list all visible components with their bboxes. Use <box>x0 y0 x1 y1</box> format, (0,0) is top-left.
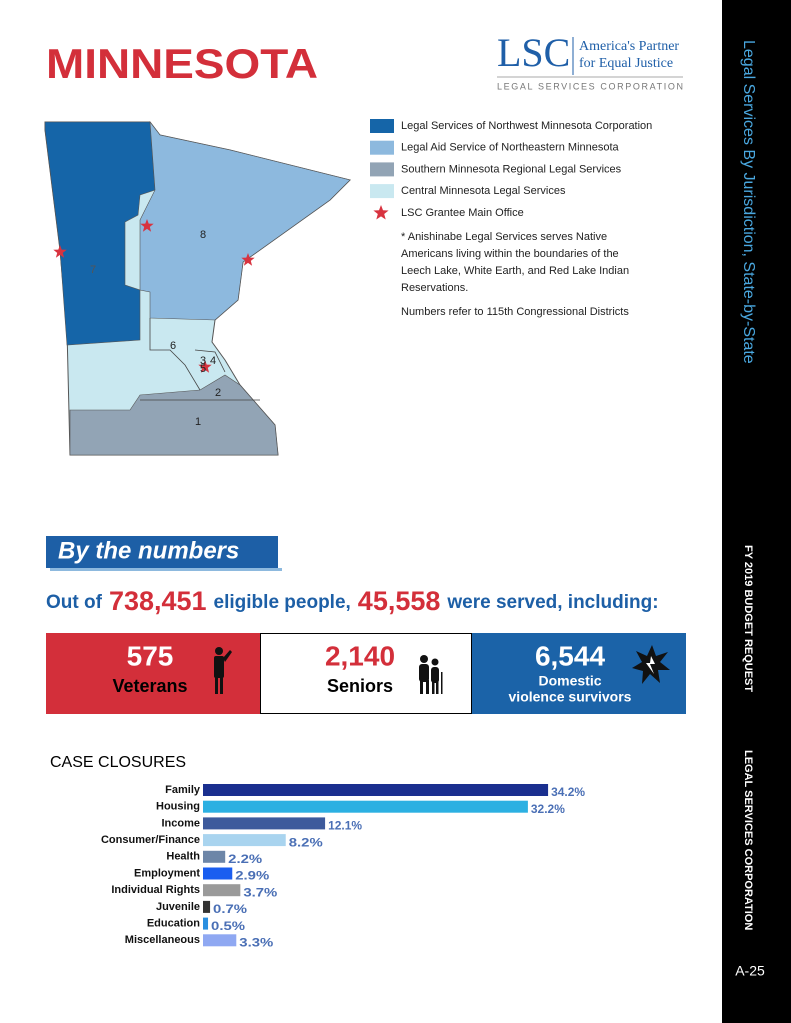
stat-value: 2,140 <box>325 640 395 671</box>
office-markers <box>53 219 255 373</box>
summary-part: 45,558 <box>358 586 441 616</box>
district-label: 7 <box>90 264 96 276</box>
state-map <box>44 121 351 456</box>
bar <box>203 917 209 930</box>
district-label: 5 <box>200 363 206 375</box>
sidebar-heading: Legal Services By Jurisdiction, State-by… <box>740 40 757 364</box>
star-marker <box>140 219 154 232</box>
page-title: MINNESOTA <box>46 40 318 87</box>
stat-value: 575 <box>127 640 174 671</box>
legend-note: Americans living within the boundaries o… <box>401 248 619 260</box>
district-label: 4 <box>210 355 216 367</box>
value-label: 3.3% <box>239 935 273 949</box>
veteran-icon <box>214 647 232 694</box>
legend-swatch <box>370 140 394 155</box>
district-label: 6 <box>170 340 176 352</box>
value-label: 0.5% <box>211 919 245 933</box>
sidebar <box>722 0 791 1023</box>
summary-part: Out of <box>46 592 103 613</box>
value-label: 12.1% <box>328 819 362 833</box>
stat-label: Seniors <box>327 676 393 696</box>
category-label: Health <box>166 851 200 863</box>
star-marker <box>241 253 255 266</box>
star-marker <box>373 205 389 220</box>
value-label: 0.7% <box>213 902 247 916</box>
bar <box>203 834 286 847</box>
category-label: Consumer/Finance <box>101 834 200 846</box>
logo-mark: LSC <box>497 30 570 75</box>
district-line <box>194 349 226 373</box>
district-label: 2 <box>215 387 221 399</box>
category-label: Employment <box>134 867 200 879</box>
seniors-icon <box>419 655 443 694</box>
value-label: 34.2% <box>551 785 585 799</box>
value-label: 32.2% <box>531 802 565 816</box>
legend-note: Reservations. <box>401 282 468 294</box>
bar <box>203 867 233 880</box>
district-label: 3 <box>200 355 206 367</box>
page-number: A-25 <box>735 963 765 979</box>
legend-swatch <box>370 162 394 177</box>
bar <box>203 800 528 813</box>
bar <box>203 900 211 913</box>
category-label: Juvenile <box>156 901 200 913</box>
legend-swatch <box>370 119 394 133</box>
legend-label: Legal Services of Northwest Minnesota Co… <box>401 120 652 132</box>
stat-box <box>46 633 260 714</box>
stat-label: Veterans <box>112 676 187 696</box>
legend-label: Southern Minnesota Regional Legal Servic… <box>401 163 622 175</box>
heading-underline <box>50 568 282 571</box>
legend-note: Numbers refer to 115th Congressional Dis… <box>401 306 629 318</box>
legend-label: Central Minnesota Legal Services <box>401 185 566 197</box>
legend-label: LSC Grantee Main Office <box>401 207 524 219</box>
district-line <box>149 318 201 391</box>
logo-tagline: for Equal Justice <box>579 56 673 71</box>
map-region <box>69 374 279 456</box>
category-label: Education <box>147 918 200 930</box>
violence-icon <box>632 645 670 684</box>
sidebar-org: LEGAL SERVICES CORPORATION <box>742 750 754 930</box>
district-label: 1 <box>195 416 201 428</box>
category-label: Individual Rights <box>111 884 200 896</box>
summary-part: 738,451 <box>109 586 207 616</box>
category-label: Income <box>161 817 200 829</box>
stat-label: Domestic <box>538 673 601 689</box>
legend-note: Leech Lake, White Earth, and Red Lake In… <box>401 265 629 277</box>
district-label: 8 <box>200 229 206 241</box>
bar <box>203 934 237 947</box>
sidebar-budget: FY 2019 BUDGET REQUEST <box>742 545 754 692</box>
bar <box>203 884 241 897</box>
bar <box>203 784 549 796</box>
value-label: 8.2% <box>289 835 323 849</box>
value-label: 2.9% <box>235 869 269 883</box>
heading-box <box>46 536 278 568</box>
summary-sentence: Out of 738,451 eligible people, 45,558 were … <box>46 586 659 616</box>
legend-note: * Anishinabe Legal Services serves Nativ… <box>401 231 607 243</box>
legend-label: Legal Aid Service of Northeastern Minnes… <box>401 142 620 154</box>
category-label: Miscellaneous <box>125 934 200 946</box>
summary-part: eligible people, <box>214 592 351 613</box>
star-marker <box>198 360 212 373</box>
section-heading: By the numbers <box>58 537 239 564</box>
bar <box>203 817 326 830</box>
logo-tagline: America's Partner <box>579 39 679 54</box>
value-label: 2.2% <box>228 852 262 866</box>
value-label: 3.7% <box>243 885 277 899</box>
category-label: Family <box>165 784 201 796</box>
stat-label: violence survivors <box>509 689 632 705</box>
star-marker <box>53 245 67 258</box>
legend-swatch <box>370 184 394 199</box>
stat-value: 6,544 <box>535 640 605 671</box>
map-region <box>139 121 351 321</box>
chart-title: CASE CLOSURES <box>50 754 186 771</box>
bar <box>203 850 226 863</box>
logo-name: LEGAL SERVICES CORPORATION <box>497 81 683 91</box>
summary-part: were served, including: <box>446 592 658 613</box>
category-label: Housing <box>156 801 200 813</box>
